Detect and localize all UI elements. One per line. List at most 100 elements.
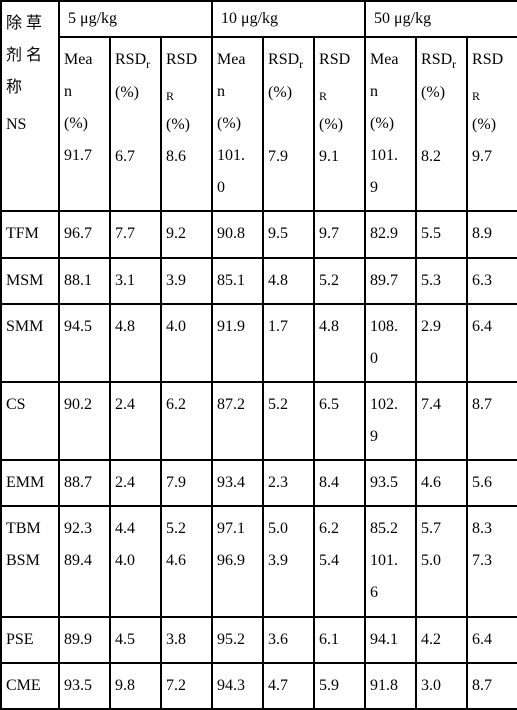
rowname-header-l1: 除 草 xyxy=(6,8,54,40)
table-row: PSE89.94.53.895.23.66.194.14.26.4 xyxy=(1,617,517,663)
data-cell: 8.4 xyxy=(314,460,365,506)
data-cell: 94.3 xyxy=(212,663,263,709)
data-cell: 2.4 xyxy=(110,382,161,460)
data-cell: 5.3 xyxy=(416,258,467,304)
data-cell: 87.2 xyxy=(212,382,263,460)
data-cell: 3.8 xyxy=(161,617,212,663)
data-cell: 4.7 xyxy=(263,663,314,709)
data-cell: 2.9 xyxy=(416,304,467,382)
data-cell: 6.5 xyxy=(314,382,365,460)
table-header: 除 草 剂 名 称 NS 5 μg/kg 10 μg/kg 50 μg/kg M… xyxy=(1,1,517,211)
data-cell: 4.44.0 xyxy=(110,506,161,616)
row-name-cell: CME xyxy=(1,663,59,709)
data-cell: 85.2101.6 xyxy=(365,506,416,616)
data-cell: 2.4 xyxy=(110,460,161,506)
subheader-cell: RSDR(%)9.1 xyxy=(314,37,365,211)
data-cell: 3.6 xyxy=(263,617,314,663)
table-row: MSM88.13.13.985.14.85.289.75.36.3 xyxy=(1,258,517,304)
subheader-cell: RSDr(%) 7.9 xyxy=(263,37,314,211)
data-cell: 88.7 xyxy=(59,460,110,506)
row-name-cell: TBMBSM xyxy=(1,506,59,616)
table-row: TFM96.77.79.290.89.59.782.95.58.9 xyxy=(1,211,517,257)
data-cell: 5.9 xyxy=(314,663,365,709)
data-cell: 96.7 xyxy=(59,211,110,257)
data-cell: 102.9 xyxy=(365,382,416,460)
data-cell: 4.6 xyxy=(416,460,467,506)
rowname-header-l3: 称 xyxy=(6,72,54,104)
subheader-cell: Mean(%)91.7 xyxy=(59,37,110,211)
data-cell: 108.0 xyxy=(365,304,416,382)
data-cell: 93.5 xyxy=(365,460,416,506)
data-cell: 85.1 xyxy=(212,258,263,304)
data-cell: 9.7 xyxy=(314,211,365,257)
data-cell: 4.0 xyxy=(161,304,212,382)
data-cell: 9.8 xyxy=(110,663,161,709)
data-cell: 5.24.6 xyxy=(161,506,212,616)
row-name-cell: SMM xyxy=(1,304,59,382)
data-cell: 4.8 xyxy=(314,304,365,382)
data-cell: 7.7 xyxy=(110,211,161,257)
data-cell: 94.5 xyxy=(59,304,110,382)
data-cell: 6.3 xyxy=(467,258,517,304)
data-cell: 91.8 xyxy=(365,663,416,709)
data-cell: 5.2 xyxy=(263,382,314,460)
data-cell: 6.25.4 xyxy=(314,506,365,616)
data-cell: 8.7 xyxy=(467,382,517,460)
data-cell: 4.8 xyxy=(110,304,161,382)
data-cell: 5.2 xyxy=(314,258,365,304)
data-cell: 8.37.3 xyxy=(467,506,517,616)
data-cell: 9.5 xyxy=(263,211,314,257)
row-name-cell: MSM xyxy=(1,258,59,304)
data-cell: 93.5 xyxy=(59,663,110,709)
data-cell: 89.9 xyxy=(59,617,110,663)
data-cell: 90.8 xyxy=(212,211,263,257)
data-cell: 7.2 xyxy=(161,663,212,709)
data-cell: 94.1 xyxy=(365,617,416,663)
row-name-cell: TFM xyxy=(1,211,59,257)
row-name-cell: CS xyxy=(1,382,59,460)
subheader-cell: RSDr(%) 6.7 xyxy=(110,37,161,211)
data-cell: 5.75.0 xyxy=(416,506,467,616)
row-name-cell: EMM xyxy=(1,460,59,506)
rowname-header-cell: 除 草 剂 名 称 NS xyxy=(1,1,59,211)
data-cell: 9.2 xyxy=(161,211,212,257)
data-cell: 6.4 xyxy=(467,617,517,663)
table-row: SMM94.54.84.091.91.74.8108.02.96.4 xyxy=(1,304,517,382)
data-cell: 3.0 xyxy=(416,663,467,709)
data-cell: 89.7 xyxy=(365,258,416,304)
group-header-5: 5 μg/kg xyxy=(59,1,212,37)
data-cell: 2.3 xyxy=(263,460,314,506)
subheader-cell: Mean(%)101.9 xyxy=(365,37,416,211)
data-cell: 93.4 xyxy=(212,460,263,506)
data-cell: 8.9 xyxy=(467,211,517,257)
header-subcol-row: Mean(%)91.7RSDr(%) 6.7RSDR(%)8.6 Mean(%)1… xyxy=(1,37,517,211)
subheader-cell: RSDr(%) 8.2 xyxy=(416,37,467,211)
header-group-row: 除 草 剂 名 称 NS 5 μg/kg 10 μg/kg 50 μg/kg xyxy=(1,1,517,37)
subheader-cell: RSDR(%)9.7 xyxy=(467,37,517,211)
data-cell: 4.2 xyxy=(416,617,467,663)
data-cell: 4.8 xyxy=(263,258,314,304)
data-cell: 4.5 xyxy=(110,617,161,663)
table-row: EMM88.72.47.993.42.38.493.54.65.6 xyxy=(1,460,517,506)
data-cell: 5.5 xyxy=(416,211,467,257)
data-cell: 6.1 xyxy=(314,617,365,663)
data-cell: 7.9 xyxy=(161,460,212,506)
data-cell: 5.03.9 xyxy=(263,506,314,616)
data-cell: 97.196.9 xyxy=(212,506,263,616)
subheader-cell: RSDR(%)8.6 xyxy=(161,37,212,211)
data-cell: 91.9 xyxy=(212,304,263,382)
data-cell: 6.4 xyxy=(467,304,517,382)
data-cell: 3.1 xyxy=(110,258,161,304)
data-cell: 6.2 xyxy=(161,382,212,460)
data-cell: 92.389.4 xyxy=(59,506,110,616)
data-cell: 82.9 xyxy=(365,211,416,257)
table-row: CME93.59.87.294.34.75.991.83.08.7 xyxy=(1,663,517,709)
data-cell: 95.2 xyxy=(212,617,263,663)
data-cell: 8.7 xyxy=(467,663,517,709)
table-body: TFM96.77.79.290.89.59.782.95.58.9MSM88.1… xyxy=(1,211,517,709)
data-cell: 88.1 xyxy=(59,258,110,304)
ns-row-name: NS xyxy=(6,109,54,141)
table-row: TBMBSM92.389.44.44.05.24.697.196.95.03.9… xyxy=(1,506,517,616)
data-cell: 3.9 xyxy=(161,258,212,304)
data-cell: 90.2 xyxy=(59,382,110,460)
